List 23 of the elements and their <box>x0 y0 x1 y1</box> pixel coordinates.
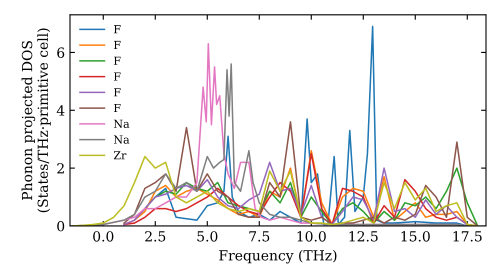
y-tick-label: 6 <box>57 47 64 58</box>
x-tick-label: 0.0 <box>93 231 114 242</box>
x-tick-label: 10.0 <box>298 231 326 242</box>
legend-label: F <box>114 25 121 34</box>
legend-label: F <box>114 72 121 81</box>
legend-label: Na <box>114 135 130 144</box>
x-tick-label: 7.5 <box>249 231 270 242</box>
legend-label: Na <box>114 120 130 128</box>
y-axis-title: Phonon projected DOS (States/THz·primitive cell) <box>22 28 51 212</box>
y-tick-label: 2 <box>57 163 64 174</box>
y-tick-label: 4 <box>56 105 64 116</box>
legend-label: F <box>114 56 121 65</box>
x-axis-title: Frequency (THz) <box>219 250 336 264</box>
legend-label: Zr <box>114 151 126 160</box>
x-tick-label: 2.5 <box>145 231 166 242</box>
x-tick-label: 5.0 <box>197 231 218 242</box>
legend-label: F <box>114 40 121 50</box>
legend-label: F <box>114 88 121 96</box>
x-tick-label: 17.5 <box>454 231 482 242</box>
x-tick-label: 12.5 <box>350 231 378 242</box>
y-tick-label: 0 <box>57 220 64 232</box>
legend-label: F <box>114 104 121 112</box>
x-tick-label: 15.0 <box>402 231 430 242</box>
